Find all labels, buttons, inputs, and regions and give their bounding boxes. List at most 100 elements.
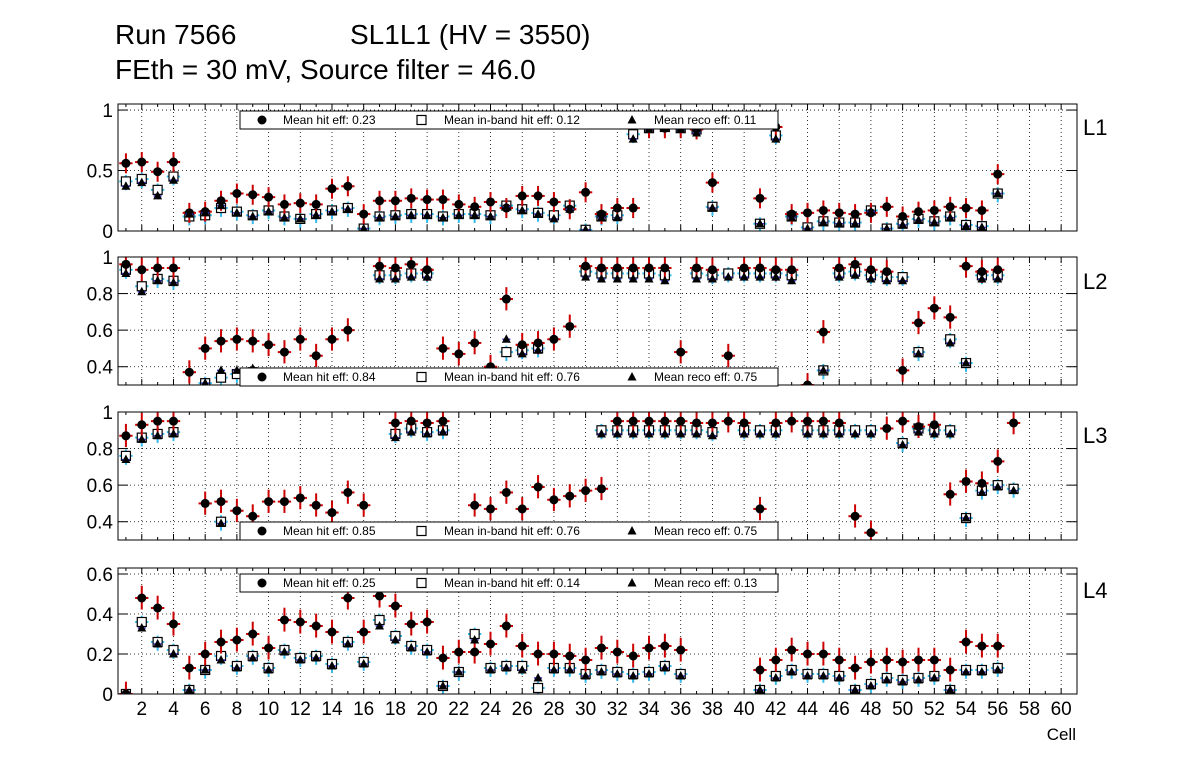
hit-marker bbox=[565, 651, 575, 661]
hit-marker bbox=[644, 643, 654, 653]
hit-marker bbox=[581, 187, 591, 197]
reco-marker bbox=[660, 275, 670, 285]
reco-marker bbox=[771, 428, 781, 438]
legend-hit-label: Mean hit eff: 0.85 bbox=[283, 524, 376, 538]
x-tick-label: 34 bbox=[638, 699, 660, 720]
reco-marker bbox=[501, 334, 511, 343]
hit-marker bbox=[153, 167, 163, 177]
hit-marker bbox=[311, 199, 321, 209]
y-tick-label: 0.2 bbox=[87, 645, 113, 666]
hit-marker bbox=[850, 209, 860, 219]
reco-marker bbox=[866, 681, 876, 690]
reco-marker bbox=[707, 430, 717, 440]
reco-marker bbox=[470, 210, 480, 219]
reco-marker bbox=[993, 665, 1003, 674]
hit-marker bbox=[660, 263, 670, 273]
reco-marker bbox=[390, 432, 400, 442]
reco-marker bbox=[913, 427, 923, 436]
band-marker bbox=[215, 372, 227, 383]
legend-box bbox=[239, 573, 779, 593]
reco-marker bbox=[153, 190, 163, 200]
panel-l2: 0.4 0.6 0.8 1 L2 Mean hit eff: 0.84 Mean in-ba… bbox=[87, 248, 1107, 387]
hit-marker bbox=[470, 647, 480, 657]
hit-marker bbox=[628, 263, 638, 273]
hit-marker bbox=[390, 418, 400, 428]
hit-marker bbox=[216, 637, 226, 647]
reco-marker bbox=[501, 201, 511, 211]
reco-marker bbox=[755, 428, 765, 438]
x-tick-label: 60 bbox=[1051, 699, 1072, 720]
reco-marker bbox=[612, 428, 622, 438]
hit-marker bbox=[533, 338, 543, 348]
reco-marker bbox=[549, 665, 559, 674]
reco-marker bbox=[676, 428, 686, 438]
hit-marker bbox=[232, 506, 242, 516]
reco-marker bbox=[517, 348, 527, 358]
hit-marker bbox=[438, 416, 448, 426]
hit-marker bbox=[248, 629, 258, 639]
legend-reco-marker bbox=[627, 578, 637, 587]
hit-marker bbox=[232, 635, 242, 645]
x-tick-label: 32 bbox=[607, 699, 628, 720]
hit-marker bbox=[470, 500, 480, 510]
hit-marker bbox=[581, 655, 591, 665]
legend-reco-label: Mean reco eff: 0.75 bbox=[654, 370, 758, 384]
reco-marker bbox=[945, 685, 955, 694]
hit-marker bbox=[232, 189, 242, 199]
x-tick-label: 50 bbox=[892, 699, 913, 720]
reco-marker bbox=[913, 675, 923, 684]
hit-marker bbox=[581, 261, 591, 271]
reco-marker bbox=[961, 221, 971, 230]
hit-marker bbox=[153, 416, 163, 426]
hit-marker bbox=[295, 198, 305, 208]
reco-marker bbox=[121, 268, 131, 277]
reco-marker bbox=[375, 212, 385, 222]
y-tick-label: 0 bbox=[102, 685, 113, 706]
reco-marker bbox=[137, 434, 147, 443]
reco-marker bbox=[486, 665, 496, 674]
reco-marker bbox=[818, 671, 828, 680]
hit-marker bbox=[803, 416, 813, 426]
hit-marker bbox=[961, 261, 971, 271]
x-tick-label: 20 bbox=[417, 699, 438, 720]
hit-marker bbox=[248, 190, 258, 200]
hit-marker bbox=[612, 203, 622, 213]
reco-marker bbox=[438, 427, 448, 436]
reco-marker bbox=[771, 272, 781, 281]
reco-marker bbox=[596, 212, 606, 222]
hit-marker bbox=[882, 202, 892, 212]
reco-marker bbox=[295, 213, 305, 223]
hit-marker bbox=[295, 493, 305, 503]
y-tick-label: 1 bbox=[102, 101, 113, 122]
hit-marker bbox=[375, 591, 385, 601]
reco-marker bbox=[216, 518, 226, 528]
reco-marker bbox=[834, 272, 844, 281]
hit-marker bbox=[993, 456, 1003, 466]
reco-marker bbox=[628, 671, 638, 680]
reco-marker bbox=[311, 210, 321, 219]
x-tick-label: 48 bbox=[860, 699, 881, 720]
reco-marker bbox=[707, 273, 717, 283]
threshold-title: FEth = 30 mV, Source filter = 46.0 bbox=[115, 54, 536, 85]
hit-marker bbox=[565, 321, 575, 331]
hit-marker bbox=[850, 511, 860, 521]
reco-marker bbox=[422, 272, 432, 281]
hit-marker bbox=[454, 349, 464, 359]
hit-marker bbox=[295, 334, 305, 344]
reco-marker bbox=[977, 222, 987, 231]
hit-marker bbox=[755, 665, 765, 675]
hit-marker bbox=[390, 263, 400, 273]
reco-marker bbox=[533, 673, 543, 682]
reco-marker bbox=[517, 205, 527, 214]
reco-marker bbox=[343, 639, 353, 648]
reco-marker bbox=[390, 635, 400, 644]
hit-marker bbox=[945, 202, 955, 212]
legend-box bbox=[239, 521, 779, 541]
reco-marker bbox=[628, 134, 638, 143]
reco-marker bbox=[898, 219, 908, 229]
x-tick-label: 26 bbox=[512, 699, 533, 720]
hit-marker bbox=[153, 263, 163, 273]
reco-marker bbox=[327, 206, 337, 216]
reco-marker bbox=[422, 647, 432, 656]
hit-marker bbox=[327, 334, 337, 344]
